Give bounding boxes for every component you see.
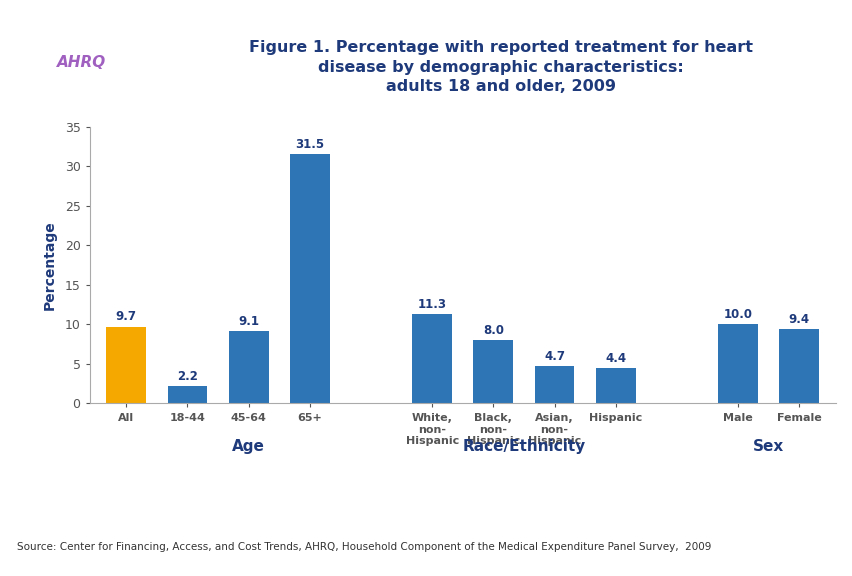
Text: Advancing
Excellence in
Health Care: Advancing Excellence in Health Care	[57, 74, 107, 104]
Bar	[595, 369, 635, 403]
Text: 9.1: 9.1	[238, 315, 259, 328]
Text: 4.7: 4.7	[544, 350, 564, 363]
Text: 9.7: 9.7	[116, 310, 136, 323]
Bar	[106, 327, 146, 403]
Text: Source: Center for Financing, Access, and Cost Trends, AHRQ, Household Component: Source: Center for Financing, Access, an…	[17, 542, 711, 552]
Bar	[228, 331, 268, 403]
Text: 11.3: 11.3	[417, 298, 446, 311]
Text: 8.0: 8.0	[482, 324, 504, 337]
Text: 9.4: 9.4	[788, 313, 809, 326]
Text: 2.2: 2.2	[177, 370, 198, 382]
Text: 4.4: 4.4	[604, 353, 625, 365]
Text: Figure 1. Percentage with reported treatment for heart
disease by demographic ch: Figure 1. Percentage with reported treat…	[249, 40, 752, 94]
Y-axis label: Percentage: Percentage	[43, 220, 56, 310]
Bar	[167, 386, 207, 403]
Text: AHRQ: AHRQ	[57, 55, 106, 70]
Bar	[779, 329, 818, 403]
Text: Age: Age	[232, 439, 265, 454]
Text: 31.5: 31.5	[295, 138, 324, 151]
Bar	[534, 366, 573, 403]
Bar	[290, 154, 330, 403]
Text: Sex: Sex	[752, 439, 783, 454]
Bar	[473, 340, 513, 403]
Bar	[717, 324, 757, 403]
Text: 10.0: 10.0	[722, 308, 751, 321]
Bar	[412, 314, 452, 403]
Text: Race/Ethnicity: Race/Ethnicity	[462, 439, 584, 454]
